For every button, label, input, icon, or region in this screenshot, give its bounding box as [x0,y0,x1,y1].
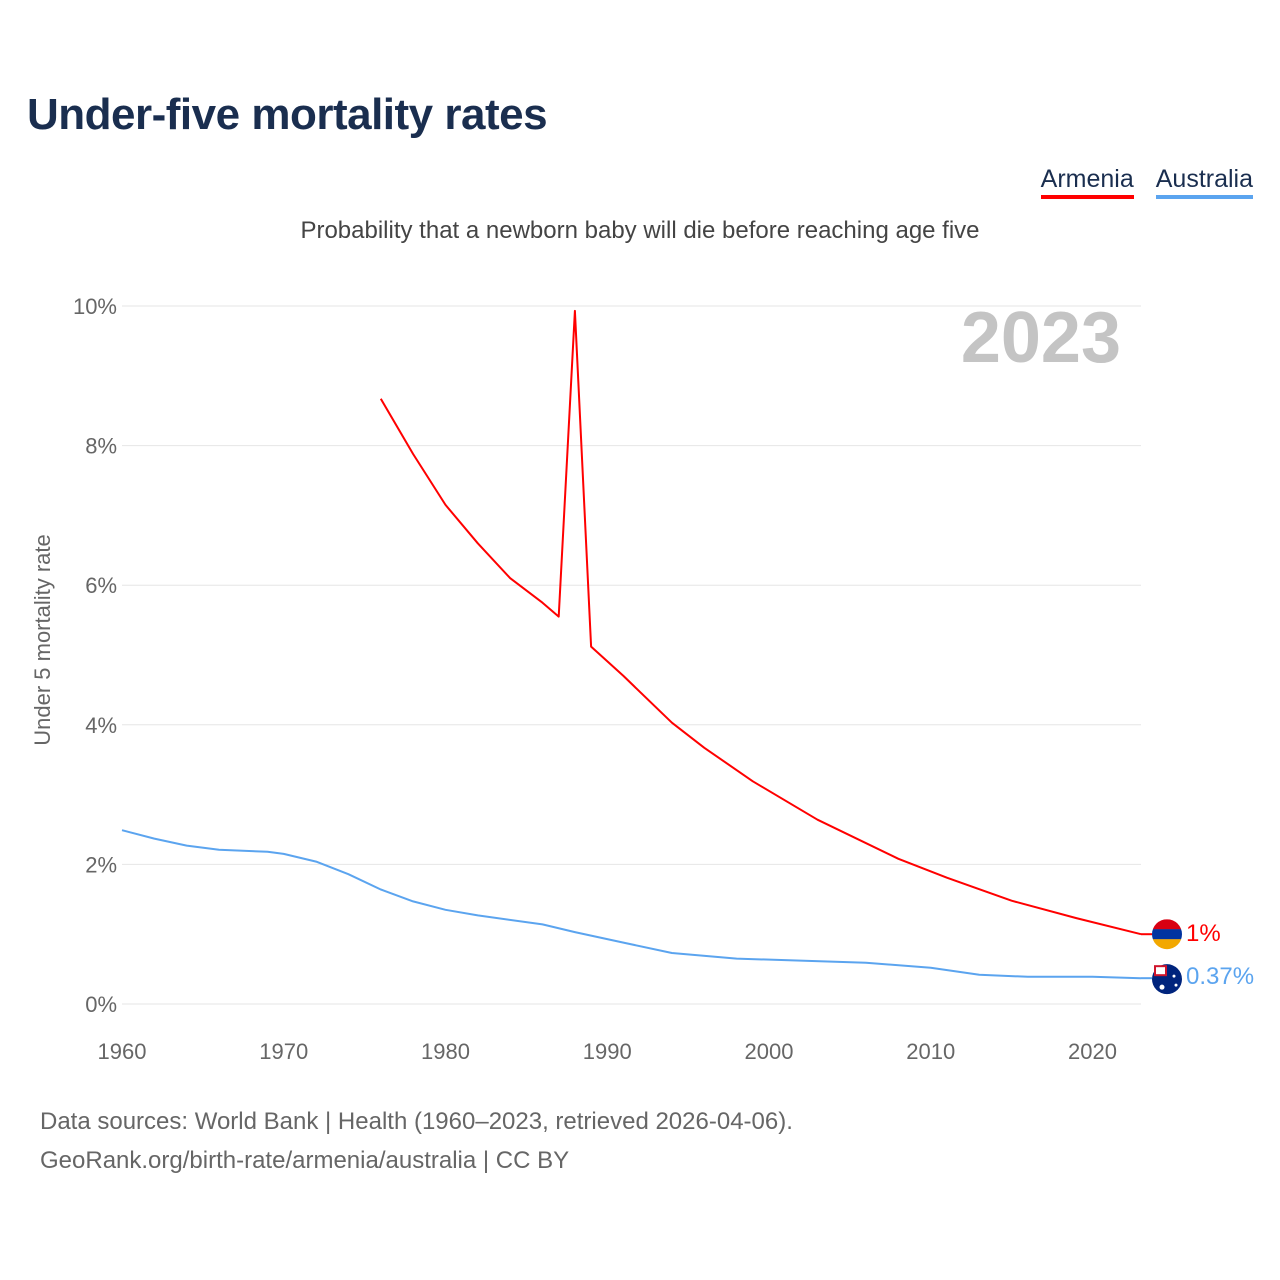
star-icon [1159,984,1165,990]
union-jack-icon [1154,965,1167,977]
y-tick-label: 8% [85,434,117,459]
armenia-flag-icon [1152,919,1182,950]
y-axis-label: Under 5 mortality rate [30,534,55,746]
star-icon [1174,983,1178,987]
series-line-armenia [379,309,1142,936]
year-label: 2023 [961,298,1121,378]
chart-subtitle: Probability that a newborn baby will die… [300,217,980,244]
chart-title: Under-five mortality rates [27,90,548,139]
legend-armenia[interactable]: Armenia [1040,165,1134,199]
legend-australia[interactable]: Australia [1155,165,1253,199]
x-tick-label: 2010 [906,1039,955,1064]
series-line-australia [121,829,1142,980]
x-tick-label: 2020 [1068,1039,1117,1064]
x-tick-label: 1970 [259,1039,308,1064]
x-tick-label: 1980 [421,1039,470,1064]
y-tick-label: 10% [73,294,117,319]
footer-sources: Data sources: World Bank | Health (1960–… [40,1108,793,1135]
star-icon [1172,974,1176,978]
y-tick-label: 4% [85,713,117,738]
end-value-label: 0.37% [1186,963,1254,990]
y-tick-label: 2% [85,852,117,877]
y-tick-label: 0% [85,992,117,1017]
legend: Armenia Australia [1040,165,1253,199]
x-tick-label: 2000 [745,1039,794,1064]
end-value-label: 1% [1186,920,1221,947]
x-tick-label: 1960 [98,1039,147,1064]
y-tick-label: 6% [85,573,117,598]
footer-link[interactable]: GeoRank.org/birth-rate/armenia/australia… [40,1147,570,1174]
x-tick-label: 1990 [583,1039,632,1064]
